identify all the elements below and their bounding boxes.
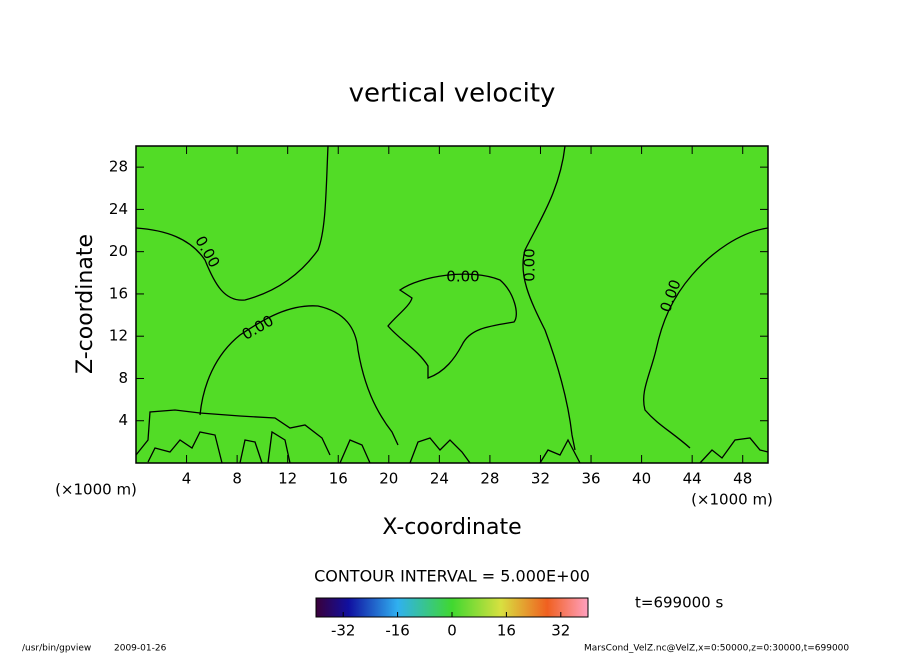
x-tick-label: 44 [683, 470, 702, 488]
contour-line [135, 145, 329, 301]
footer-date: 2009-01-26 [114, 644, 167, 654]
x-tick-label: 36 [581, 470, 600, 488]
x-tick-label: 32 [531, 470, 550, 488]
contour-line [387, 273, 517, 379]
x-tick-label: 28 [480, 470, 499, 488]
colorbar-tick-label: 0 [447, 622, 457, 640]
x-tick-label: 40 [632, 470, 651, 488]
plot-frame [135, 145, 769, 464]
footer-info: MarsCond_VelZ.nc@VelZ,x=0:50000,z=0:3000… [584, 644, 849, 654]
time-label: t=699000 s [635, 594, 723, 612]
x-unit: (×1000 m) [55, 481, 137, 499]
x-tick-label: 4 [182, 470, 192, 488]
contour-interval: CONTOUR INTERVAL = 5.000E+00 [314, 567, 590, 586]
colorbar-tick-label: -16 [385, 622, 410, 640]
colorbar-tick-label: 32 [551, 622, 570, 640]
contour-line [135, 409, 769, 464]
colorbar-tick-label: 16 [497, 622, 516, 640]
x-axis-label: X-coordinate [382, 515, 521, 540]
y-axis-label: Z-coordinate [73, 234, 98, 374]
x-tick-label: 8 [232, 470, 242, 488]
y-tick-label: 20 [109, 242, 128, 260]
contour-label: 0.00 [446, 268, 479, 286]
y-tick-label: 12 [109, 327, 128, 345]
contour-lines [135, 145, 769, 464]
x-tick-label: 12 [278, 470, 297, 488]
footer-path: /usr/bin/gpview [22, 644, 91, 654]
y-tick-label: 16 [109, 284, 128, 302]
y-tick-label: 24 [109, 200, 128, 218]
x-tick-label: 20 [379, 470, 398, 488]
colorbar-tick-label: -32 [331, 622, 356, 640]
x-tick-label: 48 [733, 470, 752, 488]
y-tick-label: 4 [118, 411, 128, 429]
x-unit: (×1000 m) [691, 491, 773, 509]
y-tick-label: 28 [109, 158, 128, 176]
y-tick-label: 8 [118, 369, 128, 387]
x-tick-label: 16 [329, 470, 348, 488]
x-tick-label: 24 [430, 470, 449, 488]
contour-line [643, 227, 769, 449]
contour-label: 0.00 [521, 248, 539, 281]
chart-title: vertical velocity [349, 79, 556, 109]
contour-line [199, 305, 399, 446]
contour-line [522, 145, 576, 451]
plot-fill [136, 146, 768, 463]
